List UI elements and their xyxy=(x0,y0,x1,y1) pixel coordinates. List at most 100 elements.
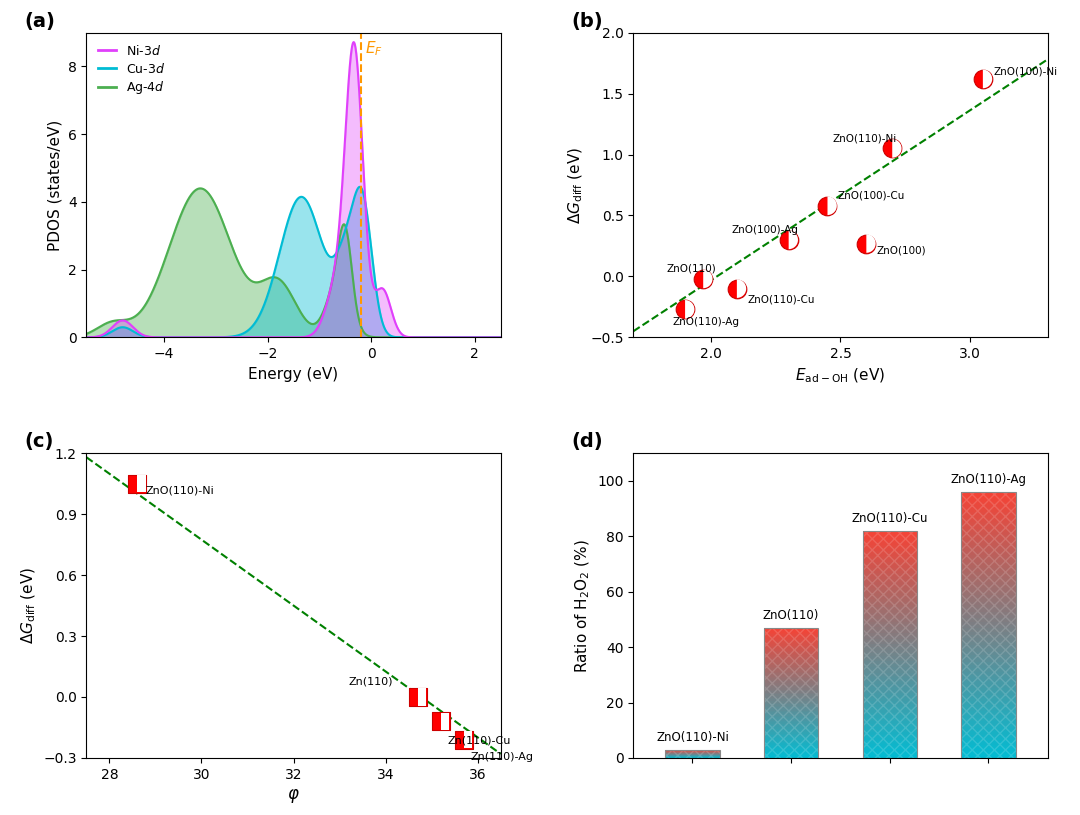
Bar xyxy=(863,712,917,716)
Bar xyxy=(764,644,819,645)
Bar xyxy=(863,536,917,540)
Y-axis label: $\Delta G_{\mathrm{diff}}$ (eV): $\Delta G_{\mathrm{diff}}$ (eV) xyxy=(566,147,584,223)
Bar xyxy=(764,689,819,691)
Bar xyxy=(764,688,819,689)
Bar xyxy=(764,628,819,758)
Bar xyxy=(863,548,917,551)
Bar xyxy=(764,672,819,673)
Point xyxy=(974,73,991,86)
Bar xyxy=(863,650,917,653)
Bar xyxy=(863,716,917,718)
Text: Zn(110)-Ag: Zn(110)-Ag xyxy=(471,752,534,762)
Bar xyxy=(863,579,917,582)
Bar xyxy=(863,607,917,610)
Bar xyxy=(764,745,819,747)
Bar xyxy=(863,531,917,758)
Bar xyxy=(764,696,819,698)
Text: ZnO(110)-Ni: ZnO(110)-Ni xyxy=(146,486,214,496)
Bar xyxy=(961,641,1015,645)
Bar xyxy=(961,608,1015,612)
Bar xyxy=(863,724,917,727)
Bar xyxy=(863,718,917,721)
Bar xyxy=(764,694,819,696)
Bar xyxy=(961,651,1015,655)
Bar xyxy=(863,593,917,596)
Bar xyxy=(764,662,819,663)
Bar xyxy=(863,659,917,662)
Bar xyxy=(961,665,1015,668)
Bar xyxy=(863,741,917,744)
Bar xyxy=(961,592,1015,595)
Bar xyxy=(764,685,819,686)
Bar xyxy=(863,667,917,670)
Bar xyxy=(961,622,1015,625)
Bar xyxy=(863,656,917,659)
Bar xyxy=(764,641,819,642)
Bar xyxy=(764,727,819,729)
Bar xyxy=(764,740,819,742)
Point xyxy=(676,303,693,316)
Bar xyxy=(961,558,1015,562)
Bar xyxy=(863,574,917,576)
Point xyxy=(129,477,146,490)
Bar xyxy=(961,708,1015,711)
Bar xyxy=(764,743,819,745)
Bar xyxy=(863,678,917,681)
Point xyxy=(780,233,797,246)
Point xyxy=(780,233,797,246)
Bar xyxy=(961,728,1015,731)
Text: (c): (c) xyxy=(24,432,54,451)
Bar xyxy=(863,676,917,678)
Bar xyxy=(863,540,917,542)
Bar xyxy=(665,750,719,758)
Bar xyxy=(764,738,819,740)
Point xyxy=(883,142,901,155)
Bar xyxy=(863,727,917,729)
Bar xyxy=(863,744,917,747)
Bar xyxy=(764,631,819,632)
Bar xyxy=(961,496,1015,499)
Bar xyxy=(863,531,917,758)
Bar xyxy=(764,642,819,644)
Bar xyxy=(961,655,1015,659)
Bar xyxy=(961,691,1015,694)
Bar xyxy=(961,645,1015,648)
Bar xyxy=(961,582,1015,585)
Bar xyxy=(961,505,1015,509)
Bar xyxy=(863,559,917,562)
Bar xyxy=(961,625,1015,628)
Bar xyxy=(961,718,1015,721)
Bar xyxy=(961,588,1015,592)
Text: ZnO(100): ZnO(100) xyxy=(877,245,927,255)
Bar xyxy=(764,636,819,637)
Bar xyxy=(961,731,1015,734)
Bar xyxy=(764,735,819,737)
Bar xyxy=(961,522,1015,525)
Bar xyxy=(764,632,819,634)
Bar xyxy=(961,725,1015,728)
Bar xyxy=(863,681,917,684)
Bar xyxy=(961,562,1015,565)
Bar xyxy=(961,748,1015,751)
Point xyxy=(456,734,473,747)
Bar xyxy=(863,750,917,752)
Bar xyxy=(863,721,917,724)
Bar xyxy=(863,588,917,590)
Bar xyxy=(961,628,1015,632)
Text: ZnO(110): ZnO(110) xyxy=(762,609,820,622)
Bar xyxy=(764,663,819,665)
Bar xyxy=(961,672,1015,675)
X-axis label: $\varphi$: $\varphi$ xyxy=(287,787,300,805)
Bar xyxy=(961,502,1015,505)
Bar xyxy=(665,750,719,758)
Bar xyxy=(961,619,1015,622)
Bar xyxy=(764,665,819,667)
Bar xyxy=(961,681,1015,685)
Bar xyxy=(764,724,819,725)
Bar xyxy=(961,702,1015,705)
Bar xyxy=(961,612,1015,615)
Bar xyxy=(764,712,819,714)
Bar xyxy=(764,701,819,703)
Bar xyxy=(961,499,1015,502)
Bar xyxy=(863,756,917,758)
